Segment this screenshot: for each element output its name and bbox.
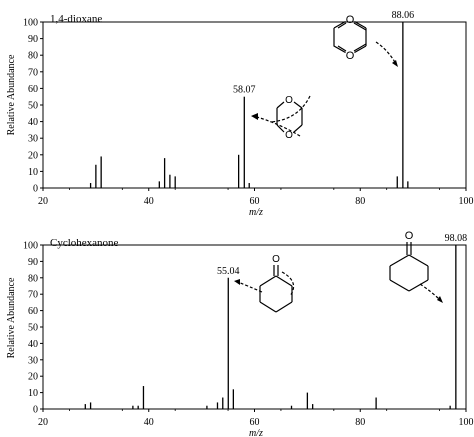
panel-cyclohexanone: Relative Abundance Cyclohexanone m/z O O <box>6 230 474 437</box>
svg-text:O: O <box>272 254 280 265</box>
y-tick-label: 20 <box>28 150 38 161</box>
x-tick-label: 60 <box>250 196 260 207</box>
y-tick-label: 20 <box>28 372 38 383</box>
x-axis-label: m/z <box>249 428 263 437</box>
cyclohexanone-structure-large: O <box>389 230 443 303</box>
x-tick-label: 20 <box>38 417 48 428</box>
y-tick-label: 40 <box>28 117 38 128</box>
x-tick-label: 100 <box>459 417 474 428</box>
y-tick-label: 40 <box>28 339 38 350</box>
x-axis-label: m/z <box>249 207 263 218</box>
y-axis-label: Relative Abundance <box>6 277 17 358</box>
y-axis-label: Relative Abundance <box>6 54 17 135</box>
peak-label: 88.06 <box>392 10 415 21</box>
y-tick-label: 90 <box>28 257 38 268</box>
y-tick-label: 50 <box>28 101 38 112</box>
y-tick-label: 30 <box>28 134 38 145</box>
y-tick-label: 10 <box>28 167 38 178</box>
x-tick-label: 80 <box>355 196 365 207</box>
x-tick-label: 80 <box>355 417 365 428</box>
svg-text:O: O <box>405 230 414 242</box>
y-tick-label: 100 <box>23 241 38 252</box>
y-tick-label: 100 <box>23 18 38 29</box>
y-tick-label: 30 <box>28 355 38 366</box>
y-tick-label: 70 <box>28 290 38 301</box>
y-tick-label: 60 <box>28 84 38 95</box>
dioxane-structure-large: O O <box>333 13 398 67</box>
panel-dioxane: Relative Abundance 1,4-dioxane m/z O O O… <box>6 10 474 218</box>
x-tick-label: 60 <box>250 417 260 428</box>
peak-label: 98.08 <box>445 233 468 244</box>
peak-label: 55.04 <box>217 266 240 277</box>
x-tick-label: 100 <box>459 196 474 207</box>
y-tick-label: 10 <box>28 388 38 399</box>
x-tick-label: 40 <box>144 417 154 428</box>
y-tick-label: 80 <box>28 51 38 62</box>
y-tick-label: 0 <box>33 184 38 195</box>
cyclohexanone-structure-small: O <box>234 254 295 313</box>
x-tick-label: 20 <box>38 196 48 207</box>
y-tick-label: 80 <box>28 273 38 284</box>
y-tick-label: 50 <box>28 323 38 334</box>
y-tick-label: 0 <box>33 405 38 416</box>
svg-text:O: O <box>346 14 355 26</box>
plot-frame <box>42 244 467 410</box>
panel-title: Cyclohexanone <box>50 237 119 249</box>
dioxane-structure-small: O O <box>251 95 311 141</box>
x-tick-label: 40 <box>144 196 154 207</box>
peak-label: 58.07 <box>233 85 256 96</box>
y-tick-label: 70 <box>28 67 38 78</box>
y-tick-label: 60 <box>28 306 38 317</box>
panel-title: 1,4-dioxane <box>50 13 102 25</box>
svg-text:O: O <box>346 50 355 62</box>
svg-text:O: O <box>285 130 293 141</box>
y-tick-label: 90 <box>28 34 38 45</box>
svg-text:O: O <box>285 95 293 106</box>
